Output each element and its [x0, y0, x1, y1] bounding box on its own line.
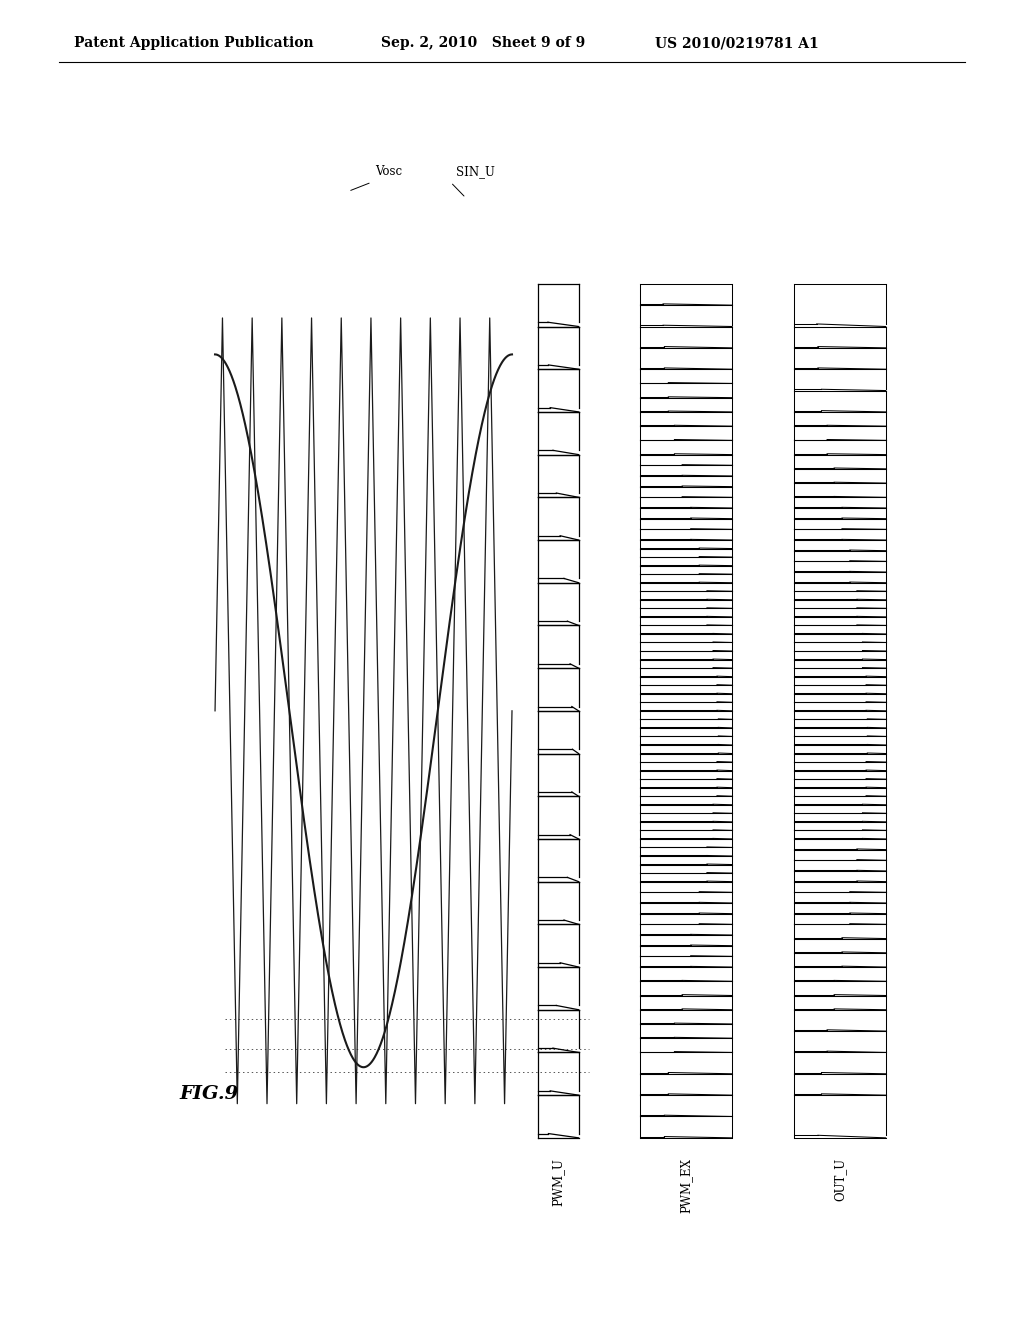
Text: Vosc: Vosc — [375, 165, 401, 178]
Text: SIN_U: SIN_U — [456, 165, 495, 178]
Text: Sep. 2, 2010   Sheet 9 of 9: Sep. 2, 2010 Sheet 9 of 9 — [381, 36, 585, 50]
Text: PWM_U: PWM_U — [552, 1158, 564, 1205]
Text: FIG.9: FIG.9 — [179, 1085, 239, 1104]
Text: PWM_EX: PWM_EX — [680, 1158, 692, 1213]
Text: US 2010/0219781 A1: US 2010/0219781 A1 — [655, 36, 819, 50]
Text: OUT_U: OUT_U — [834, 1158, 846, 1201]
Text: Patent Application Publication: Patent Application Publication — [74, 36, 313, 50]
